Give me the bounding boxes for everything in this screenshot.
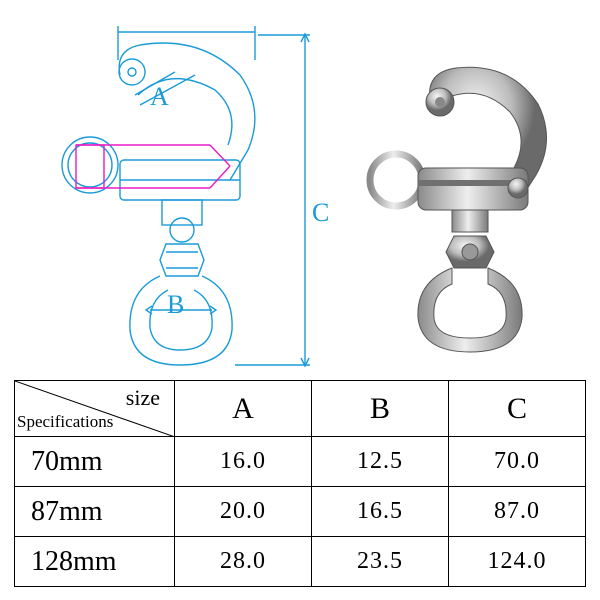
col-header-c: C	[449, 381, 586, 437]
table-header-row: size Specifications A B C	[15, 381, 586, 437]
diagram-area: A B C	[0, 0, 600, 370]
specifications-table: size Specifications A B C 70mm 16.0 12.5…	[14, 380, 586, 587]
cell: 16.5	[312, 487, 449, 537]
header-size-label: size	[126, 385, 160, 411]
dimension-label-b: B	[167, 290, 184, 320]
table-row: 70mm 16.0 12.5 70.0	[15, 437, 586, 487]
row-label: 87mm	[15, 487, 175, 537]
cell: 124.0	[449, 537, 586, 587]
dimension-label-c: C	[312, 198, 329, 228]
dimension-label-a: A	[150, 82, 169, 112]
cell: 16.0	[175, 437, 312, 487]
cell: 28.0	[175, 537, 312, 587]
cell: 70.0	[449, 437, 586, 487]
product-photo	[360, 60, 560, 355]
row-label: 70mm	[15, 437, 175, 487]
header-spec-label: Specifications	[17, 412, 113, 432]
table-row: 87mm 20.0 16.5 87.0	[15, 487, 586, 537]
cell: 12.5	[312, 437, 449, 487]
col-header-b: B	[312, 381, 449, 437]
col-header-a: A	[175, 381, 312, 437]
cell: 87.0	[449, 487, 586, 537]
cell: 23.5	[312, 537, 449, 587]
row-label: 128mm	[15, 537, 175, 587]
header-spec-size: size Specifications	[15, 381, 175, 437]
cell: 20.0	[175, 487, 312, 537]
table-row: 128mm 28.0 23.5 124.0	[15, 537, 586, 587]
